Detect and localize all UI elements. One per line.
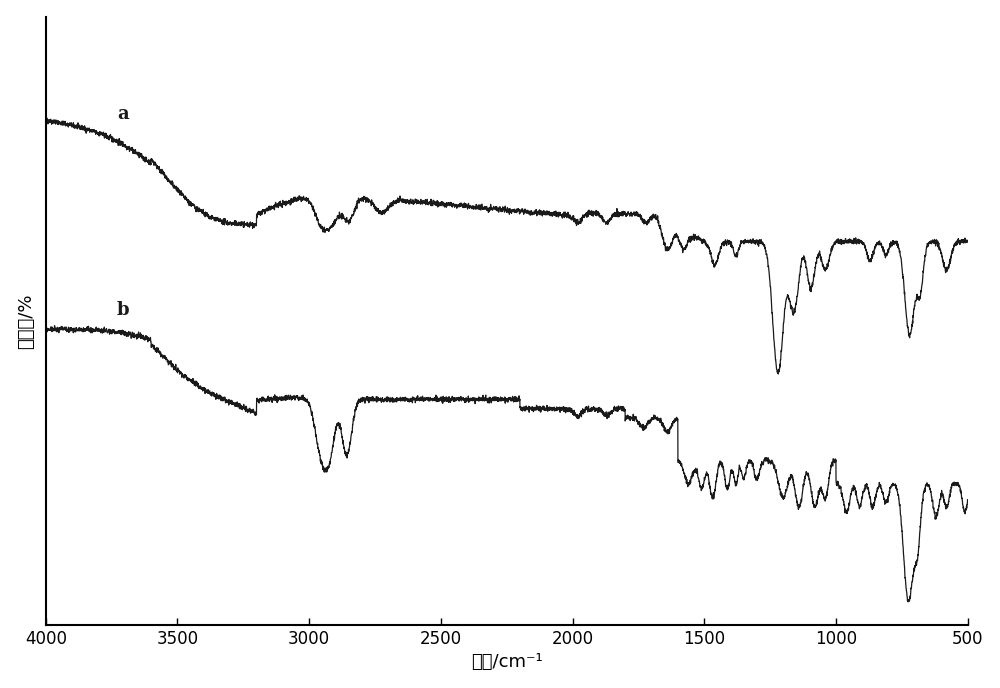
Y-axis label: 透过率/%: 透过率/% <box>17 293 35 349</box>
Text: b: b <box>117 301 130 319</box>
Text: a: a <box>117 105 129 123</box>
X-axis label: 波数/cm⁻¹: 波数/cm⁻¹ <box>471 654 543 671</box>
